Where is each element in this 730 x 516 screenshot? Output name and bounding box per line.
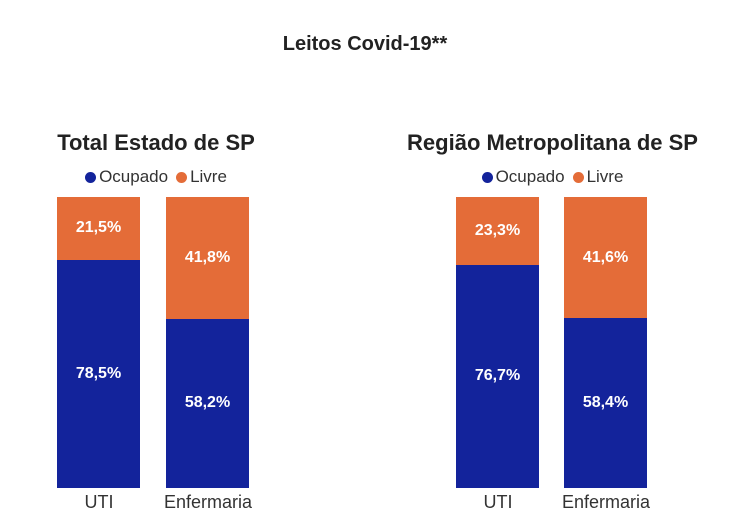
legend-item-ocupado[interactable]: Ocupado [481, 167, 565, 187]
legend: Ocupado Livre [0, 167, 312, 187]
bar-enfermaria[interactable]: 41,8% 58,2% [166, 197, 249, 488]
bar-segment-livre: 41,8% [166, 197, 249, 319]
legend-dot-livre-icon [572, 171, 584, 183]
bar-segment-ocupado: 76,7% [456, 264, 539, 488]
bar-uti[interactable]: 21,5% 78,5% [57, 197, 140, 488]
bar-segment-ocupado: 78,5% [57, 259, 140, 488]
legend-item-livre[interactable]: Livre [176, 167, 227, 187]
legend-label-ocupado: Ocupado [495, 167, 565, 186]
bar-segment-ocupado: 58,2% [166, 318, 249, 488]
legend-dot-ocupado-icon [481, 171, 493, 183]
panel-title: Total Estado de SP [57, 130, 255, 155]
category-label-enfermaria: Enfermaria [561, 492, 651, 512]
category-label-uti: UTI [84, 492, 114, 512]
panel-title: Região Metropolitana de SP [407, 130, 698, 155]
legend-item-ocupado[interactable]: Ocupado [85, 167, 168, 187]
bar-segment-livre: 23,3% [456, 197, 539, 265]
legend-dot-livre-icon [176, 171, 188, 183]
bar-segment-livre: 21,5% [57, 197, 140, 260]
legend-dot-ocupado-icon [85, 171, 97, 183]
legend: Ocupado Livre [375, 167, 730, 187]
legend-label-livre: Livre [190, 167, 227, 186]
category-label-enfermaria: Enfermaria [163, 492, 253, 512]
chart-panel-estado: Total Estado de SP Ocupado Livre 21,5% 7… [0, 0, 312, 516]
bar-segment-ocupado: 58,4% [564, 318, 647, 488]
bar-uti[interactable]: 23,3% 76,7% [456, 197, 539, 488]
legend-label-ocupado: Ocupado [99, 167, 169, 186]
chart-panel-regiao: Região Metropolitana de SP Ocupado Livre… [375, 0, 730, 516]
legend-item-livre[interactable]: Livre [572, 167, 624, 187]
legend-label-livre: Livre [586, 167, 624, 186]
bar-enfermaria[interactable]: 41,6% 58,4% [564, 197, 647, 488]
category-label-uti: UTI [483, 492, 513, 512]
chart-title: Leitos Covid-19** [282, 33, 448, 55]
bar-segment-livre: 41,6% [564, 197, 647, 319]
